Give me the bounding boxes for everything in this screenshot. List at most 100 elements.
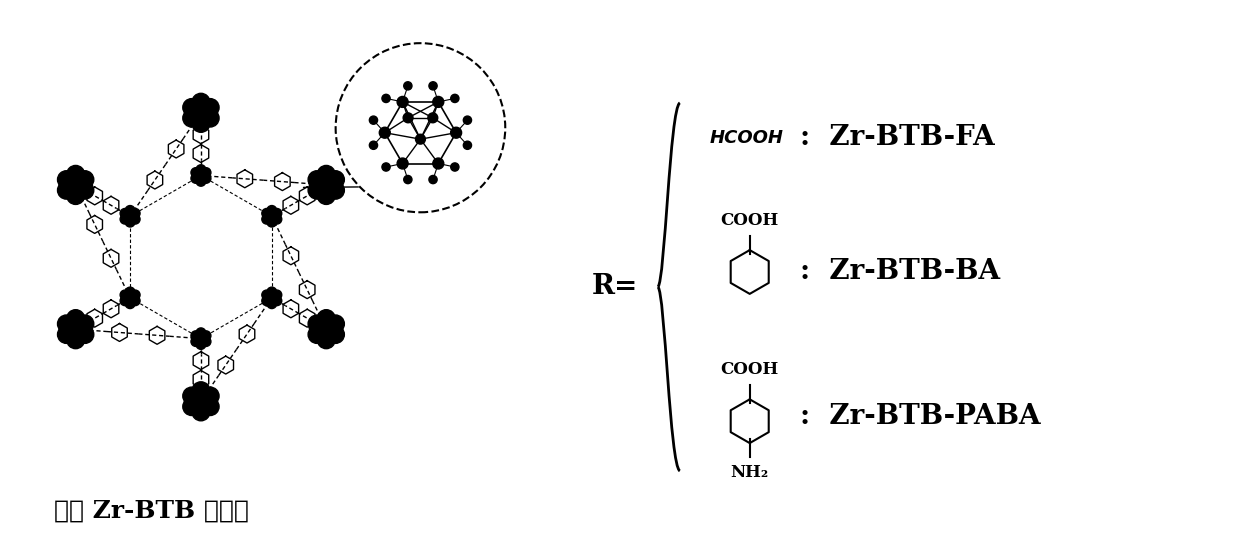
Circle shape bbox=[191, 173, 201, 183]
Text: 二维 Zr-BTB 纳米片: 二维 Zr-BTB 纳米片 bbox=[53, 499, 248, 523]
Circle shape bbox=[397, 158, 408, 169]
Circle shape bbox=[192, 93, 210, 111]
Circle shape bbox=[201, 331, 211, 340]
Circle shape bbox=[201, 398, 219, 416]
Circle shape bbox=[76, 315, 94, 333]
Circle shape bbox=[433, 97, 444, 107]
Circle shape bbox=[182, 398, 201, 416]
Circle shape bbox=[192, 403, 210, 421]
Circle shape bbox=[120, 296, 130, 306]
Circle shape bbox=[326, 315, 345, 333]
Circle shape bbox=[267, 211, 277, 221]
Circle shape bbox=[201, 168, 211, 177]
Circle shape bbox=[308, 171, 326, 188]
Circle shape bbox=[370, 141, 378, 149]
Circle shape bbox=[125, 211, 135, 221]
Circle shape bbox=[272, 208, 281, 218]
Circle shape bbox=[403, 113, 413, 123]
Circle shape bbox=[326, 171, 345, 188]
Circle shape bbox=[57, 171, 76, 188]
Circle shape bbox=[192, 382, 210, 400]
Text: R=: R= bbox=[591, 273, 639, 300]
Circle shape bbox=[433, 158, 444, 169]
Circle shape bbox=[201, 387, 219, 405]
Circle shape bbox=[404, 176, 412, 184]
Circle shape bbox=[450, 127, 461, 138]
Circle shape bbox=[192, 114, 210, 132]
Circle shape bbox=[130, 296, 140, 306]
Circle shape bbox=[125, 287, 135, 297]
Circle shape bbox=[196, 176, 206, 186]
Circle shape bbox=[316, 176, 336, 194]
Circle shape bbox=[450, 95, 459, 103]
Circle shape bbox=[267, 299, 277, 309]
Circle shape bbox=[267, 287, 277, 297]
Circle shape bbox=[196, 170, 206, 181]
Circle shape bbox=[57, 182, 76, 199]
Text: COOH: COOH bbox=[720, 361, 779, 378]
Text: COOH: COOH bbox=[720, 212, 779, 229]
Text: HCOOH: HCOOH bbox=[709, 129, 784, 147]
Circle shape bbox=[379, 127, 391, 138]
Circle shape bbox=[308, 315, 326, 333]
Circle shape bbox=[272, 290, 281, 300]
Circle shape bbox=[130, 208, 140, 218]
Circle shape bbox=[125, 217, 135, 227]
Circle shape bbox=[196, 165, 206, 175]
Text: :  Zr-BTB-PABA: : Zr-BTB-PABA bbox=[800, 403, 1040, 430]
Circle shape bbox=[125, 299, 135, 309]
Circle shape bbox=[191, 337, 201, 346]
Circle shape bbox=[120, 208, 130, 218]
Circle shape bbox=[428, 113, 438, 123]
Text: :  Zr-BTB-FA: : Zr-BTB-FA bbox=[800, 124, 994, 151]
Circle shape bbox=[272, 296, 281, 306]
Circle shape bbox=[201, 337, 211, 346]
Circle shape bbox=[57, 315, 76, 333]
Text: NH₂: NH₂ bbox=[730, 465, 769, 482]
Circle shape bbox=[67, 310, 84, 328]
Circle shape bbox=[57, 325, 76, 343]
Circle shape bbox=[308, 325, 326, 343]
Circle shape bbox=[326, 182, 345, 199]
Circle shape bbox=[76, 325, 94, 343]
Circle shape bbox=[201, 99, 219, 117]
Circle shape bbox=[125, 206, 135, 215]
Circle shape bbox=[201, 109, 219, 127]
Circle shape bbox=[404, 82, 412, 90]
Circle shape bbox=[429, 176, 438, 184]
Circle shape bbox=[66, 176, 86, 194]
Circle shape bbox=[76, 182, 94, 199]
Circle shape bbox=[397, 97, 408, 107]
Circle shape bbox=[382, 163, 391, 171]
Circle shape bbox=[182, 387, 201, 405]
Circle shape bbox=[67, 331, 84, 349]
Circle shape bbox=[67, 186, 84, 205]
Circle shape bbox=[191, 392, 211, 411]
Circle shape bbox=[191, 103, 211, 122]
Circle shape bbox=[196, 339, 206, 350]
Circle shape bbox=[66, 320, 86, 339]
Circle shape bbox=[182, 99, 201, 117]
Circle shape bbox=[262, 214, 272, 224]
Circle shape bbox=[317, 186, 335, 205]
Circle shape bbox=[191, 168, 201, 177]
Circle shape bbox=[267, 293, 277, 303]
Circle shape bbox=[76, 171, 94, 188]
Circle shape bbox=[262, 296, 272, 306]
Circle shape bbox=[267, 206, 277, 215]
Circle shape bbox=[196, 333, 206, 344]
Circle shape bbox=[308, 182, 326, 199]
Circle shape bbox=[201, 173, 211, 183]
Circle shape bbox=[125, 293, 135, 303]
Circle shape bbox=[130, 214, 140, 224]
Circle shape bbox=[429, 82, 438, 90]
Circle shape bbox=[67, 165, 84, 183]
Circle shape bbox=[120, 290, 130, 300]
Circle shape bbox=[326, 325, 345, 343]
Circle shape bbox=[317, 310, 335, 328]
Circle shape bbox=[317, 165, 335, 183]
Circle shape bbox=[262, 208, 272, 218]
Circle shape bbox=[382, 95, 391, 103]
Circle shape bbox=[196, 328, 206, 338]
Circle shape bbox=[120, 214, 130, 224]
